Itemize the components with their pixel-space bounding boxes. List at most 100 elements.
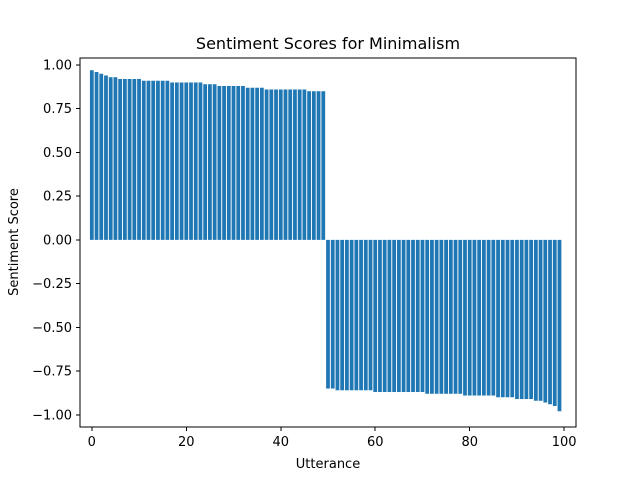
bar [415,239,420,393]
y-tick-label: 0.00 [43,233,72,248]
bar [179,82,184,240]
bar [439,239,444,394]
bar [259,87,264,240]
bar [359,239,363,391]
bar [288,89,293,240]
bar [326,239,330,389]
bar [137,78,141,240]
bar [340,239,345,391]
bar [425,239,430,394]
bar [557,239,562,412]
bar [330,239,335,389]
bar [548,239,552,405]
bar [463,239,467,396]
y-tick-label: −0.75 [32,365,72,380]
x-axis-ticks: 0 20 40 60 80 100 [88,427,577,450]
bar [156,80,160,240]
bar [165,80,170,240]
bar [529,239,534,400]
bar [132,78,137,240]
bar [217,85,222,240]
bar [392,239,397,393]
bar [203,84,208,240]
y-tick-label: 0.25 [43,190,72,205]
bar [208,84,212,240]
bar [151,80,156,240]
y-tick-label: 1.00 [43,58,72,73]
bar [458,239,463,394]
bar [345,239,349,391]
bar [231,85,236,240]
bar [297,89,302,240]
bar-series [89,70,562,412]
bar [269,89,274,240]
bar [481,239,486,396]
y-axis-label: Sentiment Score [7,188,22,296]
bar [434,239,439,394]
bar [189,82,193,240]
bar [321,91,326,240]
x-tick-label: 20 [178,435,195,450]
bar [307,91,311,240]
bar [212,84,217,240]
bar [543,239,548,403]
plot-area-frame [79,57,577,428]
x-tick-label: 40 [272,435,289,450]
bar [226,85,231,240]
bar [363,239,368,391]
bar [500,239,505,398]
bar [510,239,515,398]
bar [491,239,496,396]
bar [453,239,458,394]
y-tick-label: −0.25 [32,277,72,292]
bar [467,239,472,396]
bar [387,239,392,393]
bar [174,82,179,240]
bar [141,80,146,240]
bar [250,87,255,240]
bar [382,239,387,393]
bar [396,239,401,393]
chart-title: Sentiment Scores for Minimalism [196,34,460,53]
bar [293,89,297,240]
bar [472,239,477,396]
bar [283,89,288,240]
bar [302,89,307,240]
bar [89,70,94,240]
x-tick-label: 0 [88,435,96,450]
bar [430,239,434,394]
bar [94,71,99,240]
bar [505,239,510,398]
y-tick-label: −0.50 [32,321,72,336]
bar [113,77,118,240]
bar [538,239,543,401]
bar [170,82,175,240]
y-tick-label: 0.50 [43,146,72,161]
bar [127,78,132,240]
bar [99,73,104,240]
bar [118,78,123,240]
bar [378,239,382,393]
bar [444,239,448,394]
bar [255,87,260,240]
bar [406,239,411,393]
bar [316,91,321,240]
x-tick-label: 80 [461,435,478,450]
bar [108,77,113,240]
bar [236,85,241,240]
y-tick-label: 0.75 [43,102,72,117]
y-axis-ticks: 1.00 0.75 0.50 0.25 0.00 −0.25 −0.50 −0.75 −1.00 [32,58,80,423]
bar [420,239,425,393]
bar [411,239,415,393]
bar [354,239,359,391]
bar [184,82,189,240]
bar [146,80,151,240]
x-axis-label: Utterance [296,457,360,472]
bar [245,87,250,240]
bar [368,239,373,391]
bar [193,82,198,240]
bar [448,239,453,394]
bar [241,85,245,240]
